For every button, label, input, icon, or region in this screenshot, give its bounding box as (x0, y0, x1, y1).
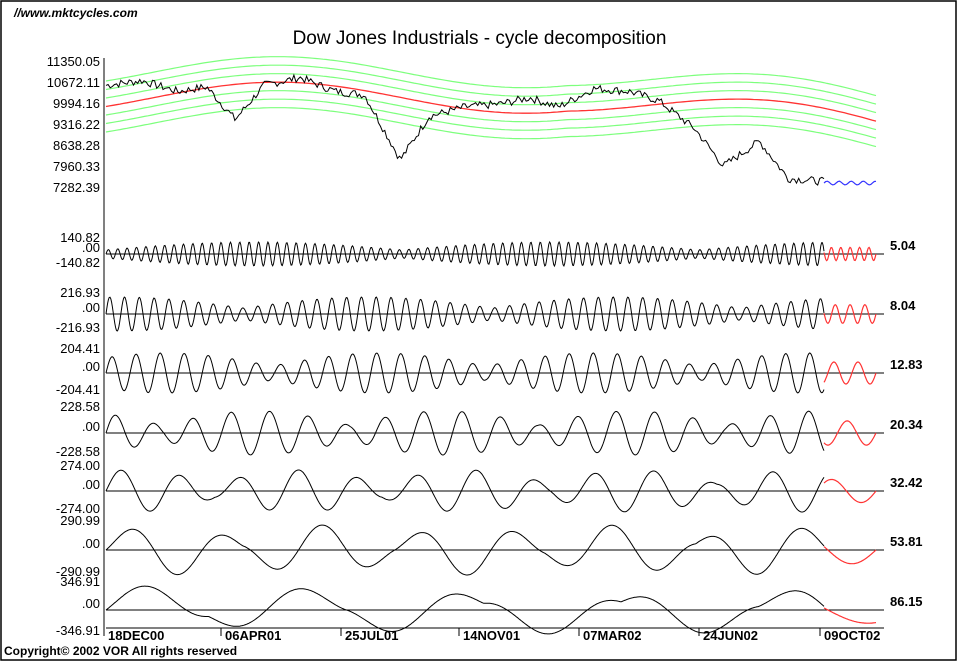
cycle-bottom-label: -204.41 (56, 382, 100, 397)
price-series (105, 73, 825, 186)
cycle-series (105, 240, 825, 268)
cycle-period-label: 12.83 (890, 357, 923, 372)
cycle-series (105, 352, 825, 394)
chart-title: Dow Jones Industrials - cycle decomposit… (292, 28, 667, 49)
cycle-top-label: 346.91 (60, 574, 100, 589)
cycle-panel-4: 274.00 .00 -274.00 32.42 (56, 458, 923, 516)
cycle-series (105, 410, 825, 456)
cycle-zero-label: .00 (82, 359, 100, 374)
cycle-panel-6: 346.91 .00 -346.91 86.15 (56, 574, 923, 638)
cycle-bottom-label: -290.99 (56, 564, 100, 579)
x-tick-label: 07MAR02 (583, 628, 642, 643)
cycle-top-label: 274.00 (60, 458, 100, 473)
cycle-panels: 140.82.00-140.825.04216.93.00-216.938.04… (56, 230, 923, 638)
x-tick-label: 18DEC00 (108, 628, 164, 643)
cycle-period-label: 53.81 (890, 534, 923, 549)
site-url: //www.mktcycles.com (14, 6, 138, 20)
price-band (105, 56, 877, 97)
cycle-top-label: 228.58 (60, 399, 100, 414)
price-band (105, 73, 877, 114)
cycle-panel-3: 228.58 .00 -228.58 20.34 (56, 399, 923, 459)
copyright: Copyright© 2002 VOR All rights reserved (4, 644, 238, 658)
cycle-projection (823, 361, 877, 385)
price-tick-label: 9316.22 (53, 117, 100, 132)
price-tick-label: 7960.33 (53, 159, 100, 174)
cycle-projection (823, 303, 877, 325)
cycle-period-label: 20.34 (890, 417, 923, 432)
cycle-top-label: 290.99 (60, 513, 100, 528)
cycle-projection (823, 607, 877, 624)
cycle-series (105, 524, 825, 576)
cycle-series (105, 469, 825, 513)
cycle-zero-label: .00 (82, 419, 100, 434)
x-tick-label: 06APR01 (225, 628, 281, 643)
cycle-zero-label: .00 (82, 536, 100, 551)
price-tick-label: 8638.28 (53, 138, 100, 153)
cycle-period-label: 5.04 (890, 238, 916, 253)
cycle-projection (823, 420, 877, 446)
trend-line (105, 81, 877, 122)
cycle-panel-5: 290.99 .00 -290.99 53.81 (56, 513, 923, 579)
cycle-period-label: 32.42 (890, 475, 923, 490)
cycle-series (105, 296, 825, 332)
price-panel: 11350.05 10672.11 9994.16 9316.22 8638.28 796… (47, 54, 877, 195)
cycle-bottom-label: -228.58 (56, 444, 100, 459)
cycle-bottom-label: -274.00 (56, 501, 100, 516)
price-tick-label: 10672.11 (47, 75, 100, 90)
x-tick-label: 09OCT02 (824, 628, 880, 643)
price-tick-label: 9994.16 (53, 96, 100, 111)
cycle-zero-label: .00 (82, 300, 100, 315)
cycle-panel-1: 216.93.00 -216.93 8.04 (56, 285, 916, 335)
price-band (105, 90, 877, 131)
cycle-period-label: 86.15 (890, 594, 923, 609)
cycle-bottom-label: -216.93 (56, 320, 100, 335)
cycle-bottom-label: -346.91 (56, 623, 100, 638)
x-tick-label: 14NOV01 (463, 628, 520, 643)
price-projection (823, 180, 877, 186)
cycle-series (105, 585, 825, 635)
cycle-top-label: 140.82 (60, 230, 100, 245)
price-band (105, 64, 877, 105)
cycle-period-label: 8.04 (890, 298, 916, 313)
cycle-top-label: 204.41 (60, 341, 100, 356)
cycle-top-label: 216.93 (60, 285, 100, 300)
price-tick-label: 11350.05 (47, 54, 100, 69)
cycle-projection (823, 246, 877, 262)
cycle-panel-0: 140.82.00-140.82 5.04 (56, 230, 916, 270)
x-tick-label: 24JUN02 (703, 628, 758, 643)
cycle-zero-label: .00 (82, 477, 100, 492)
cycle-projection (823, 546, 877, 565)
price-band (105, 107, 877, 148)
price-tick-label: 7282.39 (53, 180, 100, 195)
cycle-zero-label: .00 (82, 596, 100, 611)
cycle-projection (823, 478, 877, 504)
price-band (105, 98, 877, 139)
x-tick-label: 25JUL01 (345, 628, 398, 643)
cycle-zero-label: .00 (82, 240, 100, 255)
cycle-bottom-label: -140.82 (56, 255, 100, 270)
x-axis: 18DEC00 06APR01 25JUL01 14NOV01 07MAR02 24JUN… (103, 627, 884, 643)
cycle-panel-2: 204.41 .00 -204.41 12.83 (56, 341, 923, 397)
